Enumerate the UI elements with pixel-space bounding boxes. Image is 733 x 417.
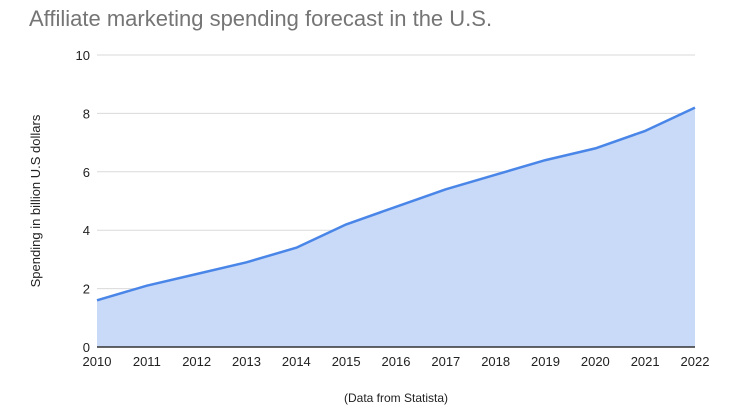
x-tick-label: 2011 <box>133 354 161 369</box>
y-tick-label: 6 <box>83 165 90 180</box>
x-axis-label: (Data from Statista) <box>344 391 448 405</box>
y-tick-label: 0 <box>83 340 90 355</box>
y-tick-label: 8 <box>83 106 90 121</box>
x-tick-label: 2012 <box>182 354 211 369</box>
x-tick-label: 2021 <box>631 354 660 369</box>
x-tick-label: 2016 <box>382 354 411 369</box>
y-tick-label: 2 <box>83 282 90 297</box>
y-tick-labels: 0 2 4 6 8 10 <box>76 48 90 355</box>
x-tick-label: 2013 <box>232 354 261 369</box>
x-tick-label: 2014 <box>282 354 311 369</box>
series-line <box>96 106 696 302</box>
area-fill <box>97 107 695 347</box>
x-tick-labels: 2010 2011 2012 2013 2014 2015 2016 2017 2018 2019… <box>83 354 710 369</box>
chart-title: Affiliate marketing spending forecast in… <box>29 6 493 31</box>
x-tick-label: 2019 <box>531 354 560 369</box>
x-tick-label: 2020 <box>581 354 610 369</box>
x-tick-label: 2022 <box>681 354 710 369</box>
y-axis-label: Spending in billion U.S dollars <box>28 114 43 287</box>
x-tick-label: 2010 <box>83 354 112 369</box>
y-tick-label: 10 <box>76 48 90 63</box>
y-tick-label: 4 <box>83 223 90 238</box>
x-tick-label: 2017 <box>431 354 460 369</box>
x-tick-label: 2015 <box>332 354 361 369</box>
x-tick-label: 2018 <box>481 354 510 369</box>
